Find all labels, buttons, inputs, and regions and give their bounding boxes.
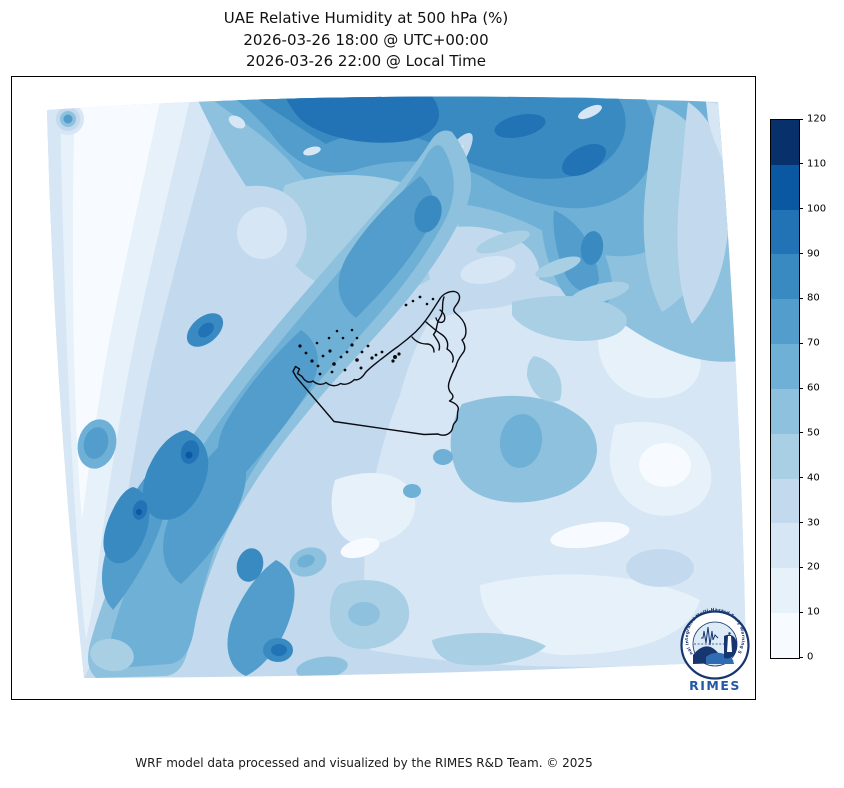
logo-lighthouse-light [728,632,731,635]
logo-wordmark: RIMES [689,678,741,693]
colorbar-segment [771,388,799,434]
colorbar-tick-label: 30 [807,517,820,528]
colorbar-tick-label: 50 [807,427,820,439]
colorbar [770,119,800,659]
title-line-1: UAE Relative Humidity at 500 hPa (%) [223,9,509,27]
colorbar-tick-label: 60 [807,382,820,394]
map-svg: Regional Integrated Multi-Hazard Early W… [12,77,750,693]
colorbar-tick-label: 110 [807,158,827,170]
colorbar-tick-label: 10 [807,606,820,618]
logo-waveform-icon [701,626,719,646]
humidity-field [47,96,746,679]
colorbar-tick-label: 90 [807,248,820,259]
map-axes: Regional Integrated Multi-Hazard Early W… [11,76,756,700]
colorbar-tick-label: 20 [807,561,820,573]
colorbar-segment [771,523,799,569]
colorbar-tick-label: 0 [807,651,814,663]
colorbar-segment [771,568,799,614]
colorbar-tick-label: 40 [807,472,820,484]
title-line-2: 2026-03-26 18:00 @ UTC+00:00 [243,30,489,49]
colorbar-tick-label: 120 [807,113,827,125]
uae-boundary [292,290,467,436]
colorbar-segment [771,254,799,300]
logo-lighthouse-tower [727,636,732,652]
colorbar-segment [771,120,799,165]
colorbar-segment [771,613,799,658]
coastal-islands [298,295,435,376]
title-line-3: 2026-03-26 22:00 @ Local Time [245,52,487,70]
footer-credit: WRF model data processed and visualized … [135,756,593,770]
colorbar-segment [771,478,799,524]
colorbar-tick-label: 80 [807,292,820,304]
colorbar-segment [771,344,799,389]
colorbar-segment [771,209,799,255]
colorbar-segment [771,299,799,345]
colorbar-tick-label: 70 [807,337,820,349]
map-title: UAE Relative Humidity at 500 hPa (%) 202… [0,8,732,73]
colorbar-segment [771,433,799,479]
colorbar-segment [771,164,799,210]
colorbar-tick-label: 100 [807,203,827,215]
